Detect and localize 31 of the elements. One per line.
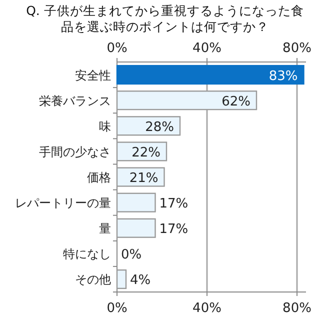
x2-tick-label: 40% [192, 301, 222, 316]
data-label: 22% [132, 145, 160, 160]
x-tick-label: 0% [106, 41, 128, 56]
bar [116, 167, 165, 187]
data-label: 17% [159, 222, 188, 238]
y-tick-label: 安全性 [75, 68, 111, 82]
data-label: 28% [145, 120, 174, 135]
data-label: 21% [129, 171, 158, 186]
data-label: 17% [159, 196, 188, 212]
y-tick-label: 特になし [63, 247, 111, 262]
data-label: 0% [121, 248, 142, 263]
y-tick-label: 手間の少なさ [39, 144, 111, 159]
x2-tick-label: 80% [282, 301, 312, 316]
data-label: 4% [130, 273, 151, 288]
bar [116, 218, 156, 238]
y-tick-label: 価格 [87, 170, 111, 184]
x-tick-label: 80% [282, 41, 312, 56]
x-tick-label: 40% [192, 41, 222, 56]
data-label: 83% [268, 68, 298, 84]
bar [116, 64, 304, 85]
y-tick-label: 量 [99, 222, 111, 236]
bar [116, 269, 127, 290]
bar [116, 192, 156, 212]
y-tick-label: その他 [75, 272, 111, 287]
data-label: 62% [222, 94, 250, 110]
y-tick-label: 栄養バランス [39, 94, 111, 108]
chart-title: Q. 子供が生まれてから重視するようになった食品を選ぶ時のポイントは何ですか？ [25, 3, 305, 35]
x2-tick-label: 0% [106, 301, 128, 316]
y-tick-label: レパートリーの量 [15, 196, 111, 210]
y-tick-label: 味 [99, 119, 111, 134]
bar [116, 90, 258, 110]
